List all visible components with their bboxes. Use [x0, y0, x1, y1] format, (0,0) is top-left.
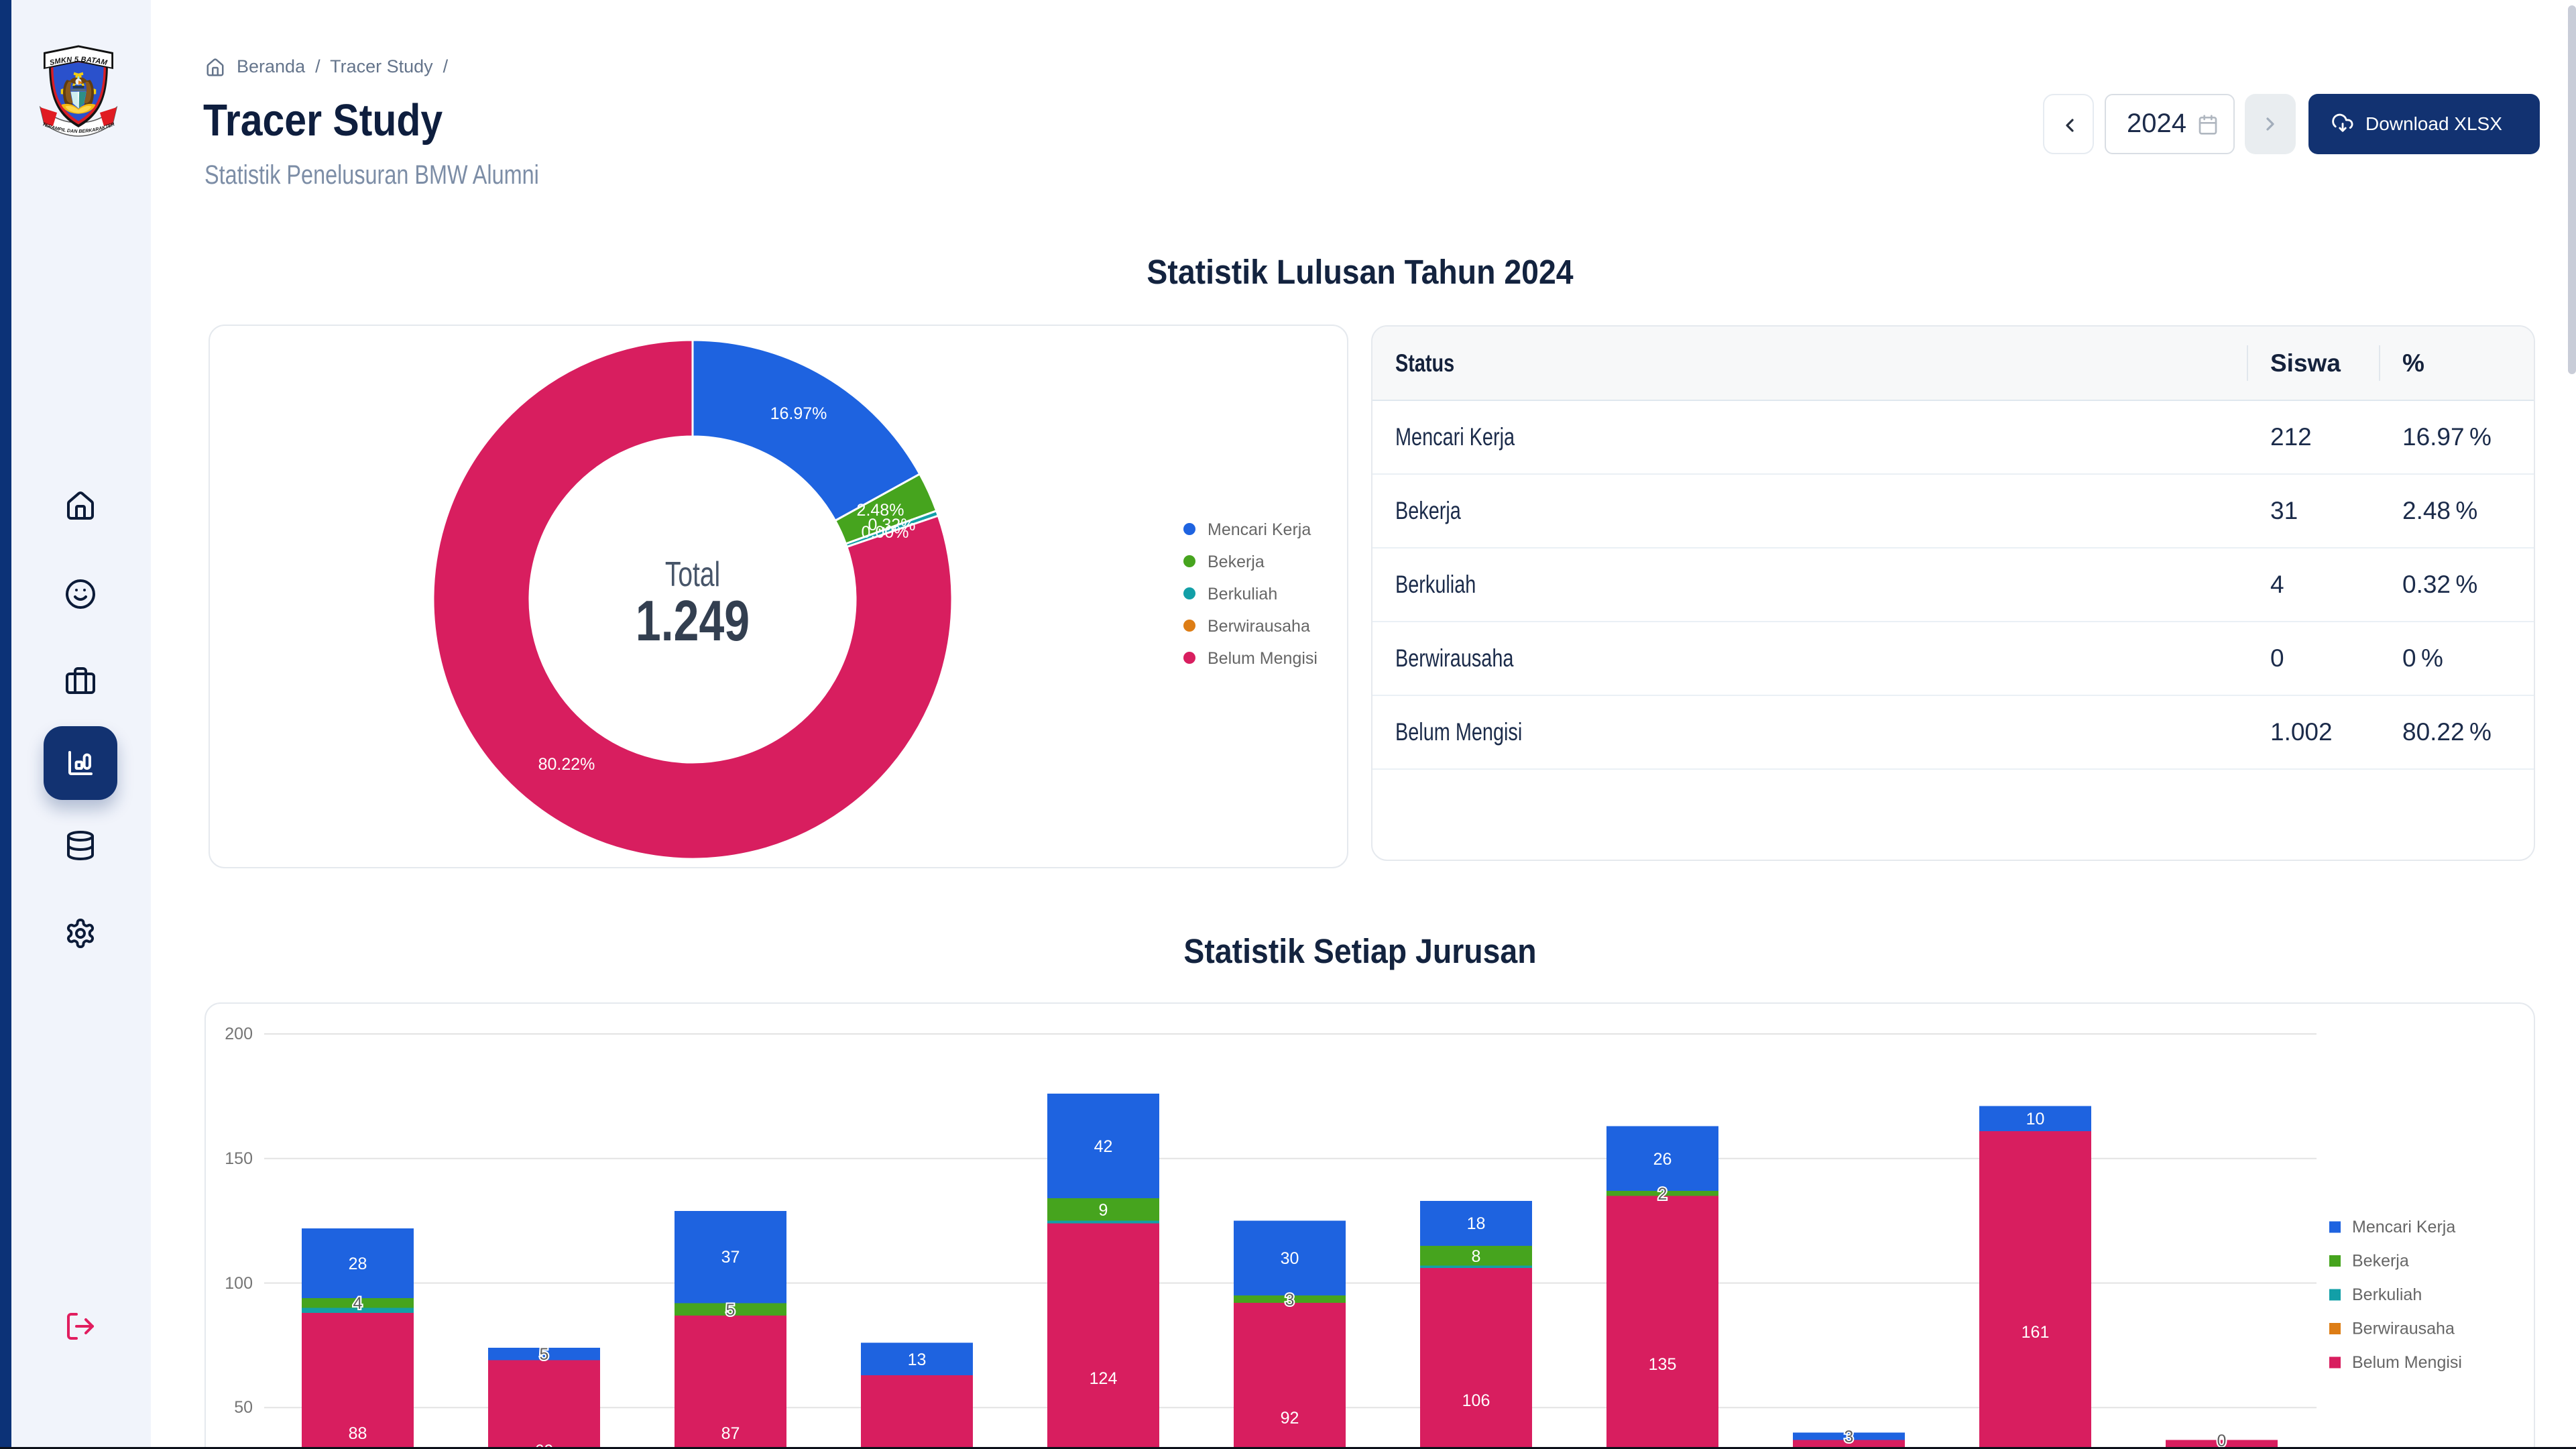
- svg-text:200: 200: [225, 1025, 253, 1043]
- svg-text:8: 8: [1472, 1247, 1481, 1266]
- svg-text:13: 13: [908, 1350, 927, 1369]
- svg-text:3: 3: [1285, 1291, 1295, 1310]
- svg-text:161: 161: [2022, 1323, 2050, 1342]
- svg-text:42: 42: [1094, 1137, 1113, 1156]
- svg-text:Berkuliah: Berkuliah: [1208, 585, 1277, 603]
- svg-text:10: 10: [2026, 1110, 2045, 1128]
- svg-text:5: 5: [540, 1345, 549, 1364]
- svg-text:1.249: 1.249: [636, 589, 750, 653]
- svg-text:106: 106: [1462, 1391, 1490, 1410]
- svg-text:16.97%: 16.97%: [770, 404, 827, 423]
- svg-text:5: 5: [726, 1301, 736, 1320]
- svg-text:Berwirausaha: Berwirausaha: [2352, 1320, 2455, 1338]
- svg-text:135: 135: [1649, 1355, 1677, 1374]
- svg-text:0: 0: [2217, 1432, 2227, 1449]
- svg-text:Bekerja: Bekerja: [2352, 1252, 2409, 1271]
- svg-text:0.00%: 0.00%: [862, 523, 909, 542]
- svg-text:Belum Mengisi: Belum Mengisi: [1208, 649, 1318, 668]
- svg-text:Mencari Kerja: Mencari Kerja: [2352, 1218, 2455, 1236]
- svg-text:Belum Mengisi: Belum Mengisi: [2352, 1353, 2462, 1372]
- svg-text:Berkuliah: Berkuliah: [2352, 1285, 2422, 1304]
- svg-text:Berwirausaha: Berwirausaha: [1208, 617, 1310, 636]
- svg-text:0.32%: 0.32%: [868, 516, 916, 534]
- svg-text:SMKN 5 BATAM: SMKN 5 BATAM: [49, 56, 109, 67]
- svg-text:100: 100: [225, 1274, 253, 1293]
- svg-text:3: 3: [1845, 1428, 1854, 1446]
- svg-text:Bekerja: Bekerja: [1208, 553, 1265, 571]
- svg-text:26: 26: [1653, 1150, 1672, 1169]
- svg-text:18: 18: [1467, 1214, 1486, 1233]
- svg-text:80.22%: 80.22%: [538, 755, 595, 774]
- svg-text:28: 28: [349, 1255, 367, 1273]
- svg-text:87: 87: [721, 1424, 740, 1443]
- svg-text:150: 150: [225, 1149, 253, 1168]
- svg-text:2: 2: [1658, 1185, 1667, 1204]
- svg-text:69: 69: [535, 1442, 554, 1449]
- svg-text:30: 30: [1281, 1249, 1299, 1268]
- svg-text:9: 9: [1099, 1201, 1108, 1220]
- svg-text:Total: Total: [665, 554, 720, 593]
- svg-text:88: 88: [349, 1424, 367, 1443]
- svg-text:Mencari Kerja: Mencari Kerja: [1208, 520, 1311, 539]
- svg-text:4: 4: [353, 1294, 363, 1313]
- svg-text:124: 124: [1090, 1369, 1118, 1388]
- svg-text:2.48%: 2.48%: [857, 501, 904, 520]
- svg-text:92: 92: [1281, 1409, 1299, 1428]
- svg-text:37: 37: [721, 1248, 740, 1267]
- svg-text:50: 50: [234, 1398, 253, 1417]
